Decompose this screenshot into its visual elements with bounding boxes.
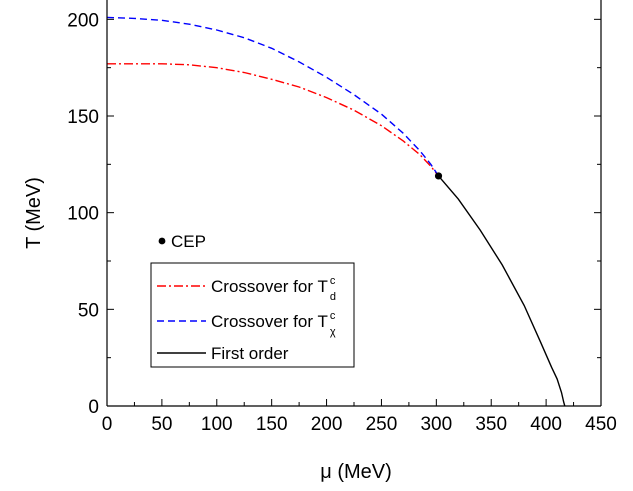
series-line-2	[437, 175, 566, 407]
x-tick-label: 350	[475, 414, 507, 435]
series-line-0	[107, 63, 440, 177]
x-tick-label: 150	[256, 414, 288, 435]
legend-label-2: First order	[211, 344, 289, 363]
legend-label-1: Crossover for T	[211, 312, 328, 331]
legend-box	[150, 262, 355, 368]
x-tick-label: 450	[585, 414, 617, 435]
x-tick-label: 200	[311, 414, 343, 435]
x-tick-label: 250	[366, 414, 398, 435]
plot-area	[106, 16, 566, 407]
legend-cep-label: CEP	[171, 232, 206, 251]
y-tick-label: 150	[67, 107, 99, 128]
legend-superscript-0: c	[330, 275, 336, 287]
y-tick-label: 100	[67, 204, 99, 225]
axes: 0 50 100 150 200 250 300 350 400 450 0 50 100 150 200	[67, 0, 617, 435]
y-tick-label: 0	[88, 397, 99, 418]
legend-subscript-0: d	[330, 291, 336, 303]
series-line-1	[106, 16, 440, 177]
x-tick-label: 400	[530, 414, 562, 435]
x-tick-label: 0	[102, 414, 113, 435]
legend-label-0: Crossover for T	[211, 277, 328, 296]
legend-superscript-1: c	[330, 310, 336, 322]
x-tick-label: 50	[151, 414, 172, 435]
legend-subscript-1: χ	[330, 326, 336, 338]
x-axis-title: μ (MeV)	[320, 461, 392, 483]
cep-point	[434, 172, 443, 180]
y-tick-label: 200	[67, 10, 99, 31]
x-tick-label: 300	[420, 414, 452, 435]
x-tick-label: 100	[201, 414, 233, 435]
y-tick-label: 50	[78, 300, 99, 321]
legend-cep-marker	[158, 237, 166, 245]
y-axis-title: T (MeV)	[23, 177, 45, 249]
